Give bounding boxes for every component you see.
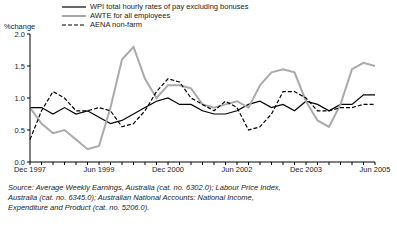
- svg-text:0.5: 0.5: [15, 126, 25, 135]
- html-text:WPI total hourly rates of pay: WPI total hourly rates of pay excluding …: [90, 2, 249, 11]
- svg-text:Dec 1997: Dec 1997: [14, 165, 46, 174]
- svg-text:0.0: 0.0: [15, 158, 25, 167]
- html-text:%change: %change: [4, 22, 36, 31]
- svg-text:Dec 2003: Dec 2003: [290, 165, 322, 174]
- html-text:Source: Average Weekly Earning: Source: Average Weekly Earnings, Austral…: [8, 183, 281, 192]
- svg-text:1.0: 1.0: [15, 94, 25, 103]
- html-text:Australia (cat. no. 6345.0); A: Australia (cat. no. 6345.0); Australian …: [8, 193, 254, 202]
- svg-text:2.0: 2.0: [15, 30, 25, 39]
- svg-text:Jun 2002: Jun 2002: [222, 165, 253, 174]
- html-text:AWTE for all employees: AWTE for all employees: [90, 11, 171, 20]
- html-text:Expenditure and Product (cat.: Expenditure and Product (cat. no. 5206.0…: [8, 203, 150, 212]
- html-text:AENA non-farm: AENA non-farm: [90, 20, 143, 29]
- svg-text:1.5: 1.5: [15, 62, 25, 71]
- svg-text:Jun 1999: Jun 1999: [84, 165, 115, 174]
- svg-text:Jun 2005: Jun 2005: [360, 165, 389, 174]
- svg-text:Dec 2000: Dec 2000: [152, 165, 184, 174]
